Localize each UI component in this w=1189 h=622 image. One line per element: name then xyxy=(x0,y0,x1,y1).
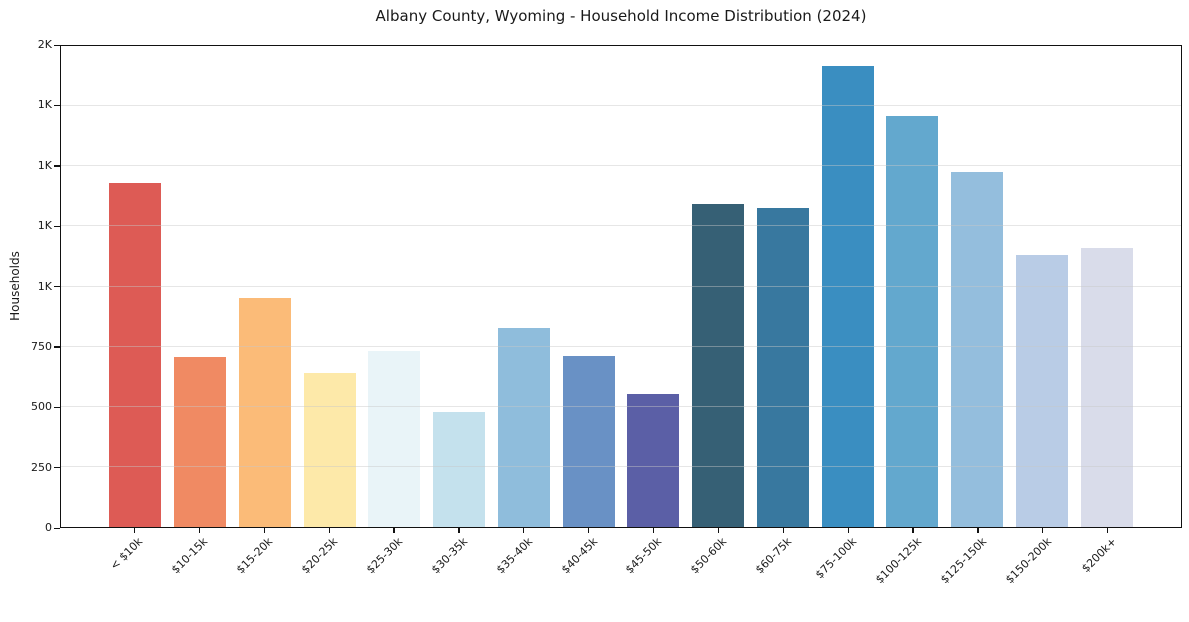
y-tick-mark xyxy=(54,225,60,227)
bar-$35-40k xyxy=(497,328,550,527)
y-tick-mark xyxy=(54,286,60,288)
x-tick-mark xyxy=(198,528,201,533)
plot-area xyxy=(60,45,1182,528)
y-tick-label: 1K xyxy=(37,279,52,293)
x-tick-mark xyxy=(133,528,136,533)
y-tick-label: 750 xyxy=(31,339,52,353)
bar-slot xyxy=(168,46,233,527)
y-tick-mark xyxy=(54,346,60,348)
y-tick-mark xyxy=(54,104,60,107)
bar-slot xyxy=(686,46,751,527)
bar-$60-75k xyxy=(756,207,809,527)
y-tick-label: 250 xyxy=(31,460,52,474)
bar-$50-60k xyxy=(692,203,745,527)
bar-$125-150k xyxy=(951,171,1004,527)
bar-slot xyxy=(621,46,686,527)
bar-$200k+ xyxy=(1080,247,1133,527)
bar-slot xyxy=(233,46,298,527)
bar-slot xyxy=(1010,46,1075,527)
gridline xyxy=(61,165,1181,167)
bar-slot xyxy=(815,46,880,527)
gridline xyxy=(61,225,1181,227)
x-tick-mark xyxy=(458,528,460,533)
x-tick-mark xyxy=(588,528,590,533)
gridline xyxy=(61,345,1181,347)
y-tick-mark xyxy=(54,527,60,529)
bar-$25-30k xyxy=(368,350,421,527)
bar-slot xyxy=(880,46,945,527)
bar-$40-45k xyxy=(562,356,615,527)
x-tick-mark xyxy=(977,528,979,533)
y-tick-mark xyxy=(54,467,60,469)
bar-slot xyxy=(556,46,621,527)
y-tick-label: 1K xyxy=(37,98,52,112)
bar-$45-50k xyxy=(627,393,680,527)
x-tick-mark xyxy=(1042,528,1044,533)
x-tick-mark xyxy=(847,528,849,533)
income-distribution-chart: Albany County, Wyoming - Household Incom… xyxy=(8,7,1182,587)
x-tick-mark xyxy=(523,528,525,533)
bar-$150-200k xyxy=(1015,254,1068,527)
y-tick-label: 500 xyxy=(31,400,52,414)
bar-$10-15k xyxy=(174,357,227,527)
gridline xyxy=(61,285,1181,287)
bar-< $10k xyxy=(109,182,162,527)
bar-slot xyxy=(492,46,557,527)
y-tick-label: 1K xyxy=(37,219,52,233)
gridline xyxy=(61,105,1181,107)
bar-$100-125k xyxy=(886,116,939,527)
bar-$30-35k xyxy=(433,412,486,527)
y-tick-mark xyxy=(54,44,60,46)
x-tick-mark xyxy=(912,528,914,533)
y-tick-mark xyxy=(54,406,60,409)
bars-layer xyxy=(103,46,1139,527)
bar-$15-20k xyxy=(238,298,291,527)
x-tick-mark xyxy=(263,528,265,533)
bar-slot xyxy=(103,46,168,527)
bar-slot xyxy=(297,46,362,527)
chart-title: Albany County, Wyoming - Household Incom… xyxy=(375,7,867,25)
y-tick-mark xyxy=(54,165,60,167)
bar-slot xyxy=(362,46,427,527)
gridline xyxy=(61,465,1181,467)
bar-$20-25k xyxy=(303,373,356,527)
bar-slot xyxy=(945,46,1010,527)
x-tick-mark xyxy=(652,528,655,533)
x-tick-mark xyxy=(328,528,330,533)
bar-slot xyxy=(427,46,492,527)
x-tick-mark xyxy=(393,528,395,533)
bar-slot xyxy=(751,46,816,527)
y-tick-label: 1K xyxy=(37,158,52,172)
gridline xyxy=(61,405,1181,407)
x-tick-mark xyxy=(782,528,784,533)
bar-$75-100k xyxy=(821,65,874,527)
y-tick-label: 2K xyxy=(37,38,52,51)
y-tick-label: 0 xyxy=(45,521,52,534)
x-tick-mark xyxy=(1107,528,1109,533)
bar-slot xyxy=(1074,46,1139,527)
x-tick-mark xyxy=(717,528,720,533)
